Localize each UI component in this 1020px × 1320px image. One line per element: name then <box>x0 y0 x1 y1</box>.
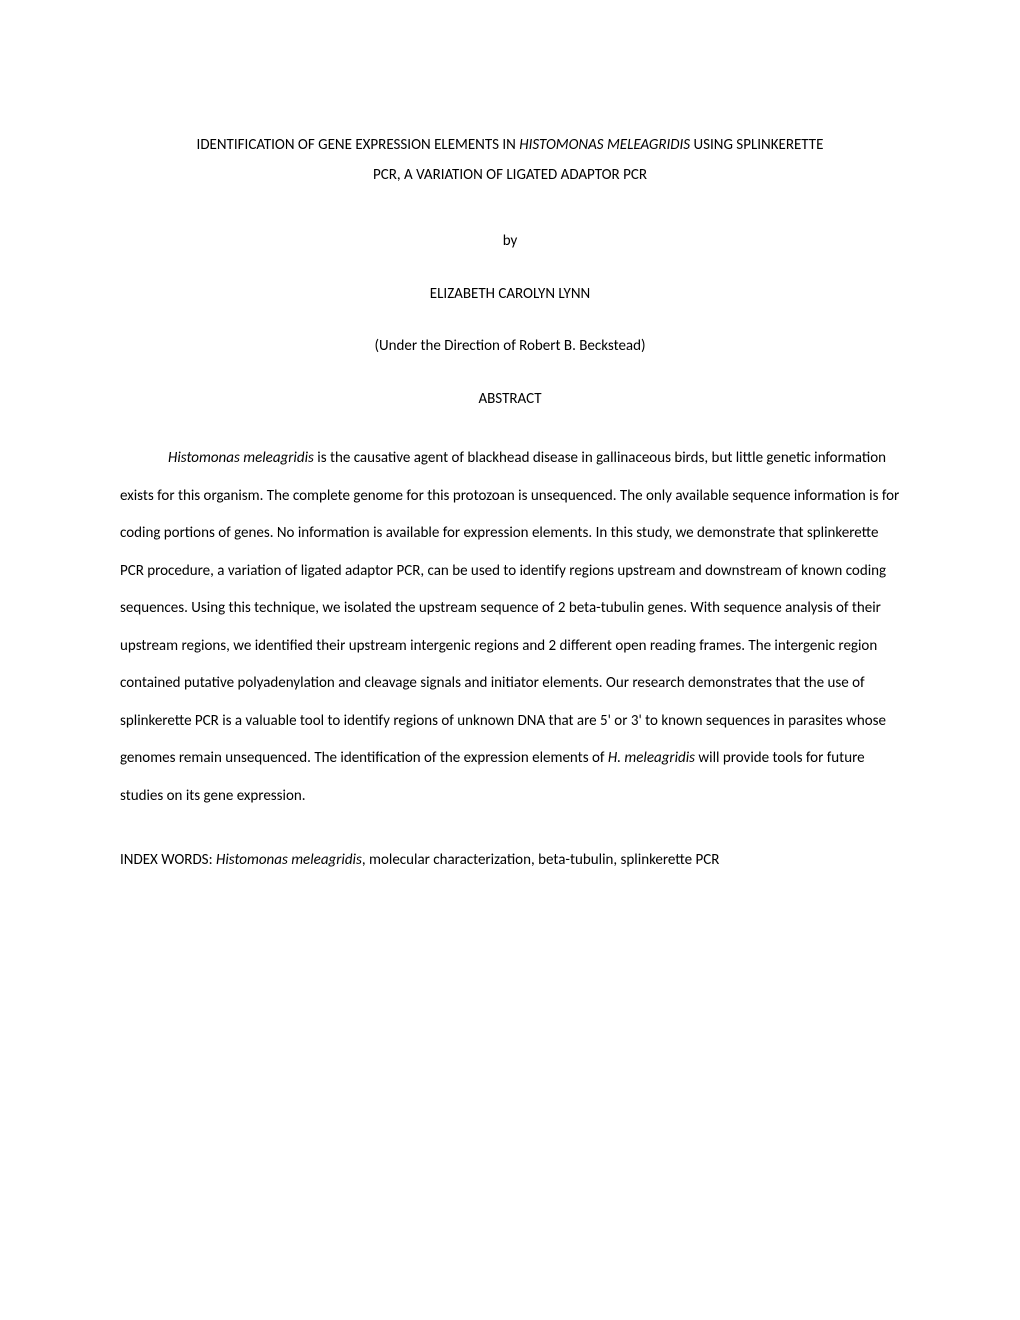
title-text-1: IDENTIFICATION OF GENE EXPRESSION ELEMEN… <box>197 136 520 154</box>
by-line: by <box>120 230 900 253</box>
index-italic: Histomonas meleagridis <box>216 851 362 869</box>
direction-line: (Under the Direction of Robert B. Beckst… <box>120 335 900 358</box>
index-rest: , molecular characterization, beta-tubul… <box>362 851 720 869</box>
title-block: IDENTIFICATION OF GENE EXPRESSION ELEMEN… <box>120 130 900 190</box>
index-label: INDEX WORDS: <box>120 851 216 869</box>
title-line-1: IDENTIFICATION OF GENE EXPRESSION ELEMEN… <box>120 130 900 160</box>
abstract-text-1: is the causative agent of blackhead dise… <box>120 449 899 767</box>
abstract-body: Histomonas meleagridis is the causative … <box>120 440 900 815</box>
title-line-2: PCR, A VARIATION OF LIGATED ADAPTOR PCR <box>120 160 900 190</box>
title-text-2: USING SPLINKERETTE <box>690 136 823 154</box>
author-line: ELIZABETH CAROLYN LYNN <box>120 283 900 306</box>
abstract-heading: ABSTRACT <box>120 388 900 411</box>
index-words: INDEX WORDS: Histomonas meleagridis, mol… <box>120 845 900 875</box>
abstract-italic-open: Histomonas meleagridis <box>168 449 314 467</box>
title-italic: HISTOMONAS MELEAGRIDIS <box>519 136 690 154</box>
abstract-italic-mid: H. meleagridis <box>608 749 695 767</box>
